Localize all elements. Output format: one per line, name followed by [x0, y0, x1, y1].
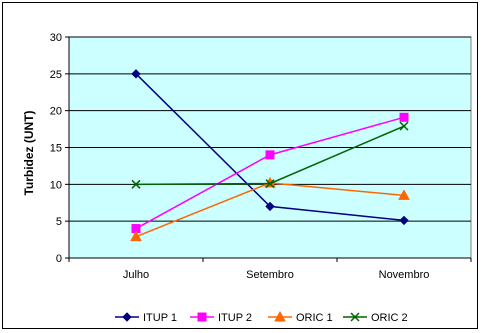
legend-label-itup-1: ITUP 1 [143, 312, 177, 324]
y-tick-label: 20 [50, 106, 62, 118]
legend-marker-oric-1 [274, 310, 286, 322]
legend-marker-itup-2 [197, 312, 207, 322]
data-point-itup-2 [265, 150, 275, 160]
data-point-oric-2-stroke [131, 179, 141, 189]
data-point-oric-1 [398, 189, 410, 200]
data-point-oric-2 [265, 179, 275, 189]
y-tick-label: 5 [56, 216, 62, 228]
data-point-oric-2-stroke [399, 121, 409, 131]
y-tick-label: 15 [50, 143, 62, 155]
legend-marker-oric-2-stroke [350, 312, 360, 322]
legend-label-itup-2: ITUP 2 [218, 312, 252, 324]
y-axis-title: Turbidez (UNT) [22, 110, 36, 195]
x-tick-label: Novembro [379, 269, 430, 281]
data-point-oric-2 [131, 179, 141, 189]
data-point-oric-2 [399, 121, 409, 131]
legend-marker-itup-1 [122, 312, 132, 322]
y-tick-label: 10 [50, 179, 62, 191]
x-tick-label: Julho [123, 269, 149, 281]
y-tick-label: 0 [56, 253, 62, 265]
data-point-itup-1 [131, 69, 141, 79]
y-tick-label: 30 [50, 32, 62, 44]
y-tick-label: 25 [50, 69, 62, 81]
data-point-itup-2 [399, 112, 409, 122]
line-chart: 0 5 10 15 20 25 30 Julho Setembro Novembro Turbid… [22, 32, 472, 324]
legend-marker-oric-2 [350, 312, 360, 322]
data-point-itup-1 [265, 201, 275, 212]
data-point-oric-1 [130, 230, 142, 242]
legend-label-oric-2: ORIC 2 [371, 312, 408, 324]
chart-frame: 0 5 10 15 20 25 30 Julho Setembro Novembro Turbid… [2, 2, 478, 329]
legend-label-oric-1: ORIC 1 [296, 312, 333, 324]
x-tick-label: Setembro [246, 269, 294, 281]
data-point-itup-1 [399, 215, 409, 226]
data-point-oric-2-stroke [265, 179, 275, 189]
